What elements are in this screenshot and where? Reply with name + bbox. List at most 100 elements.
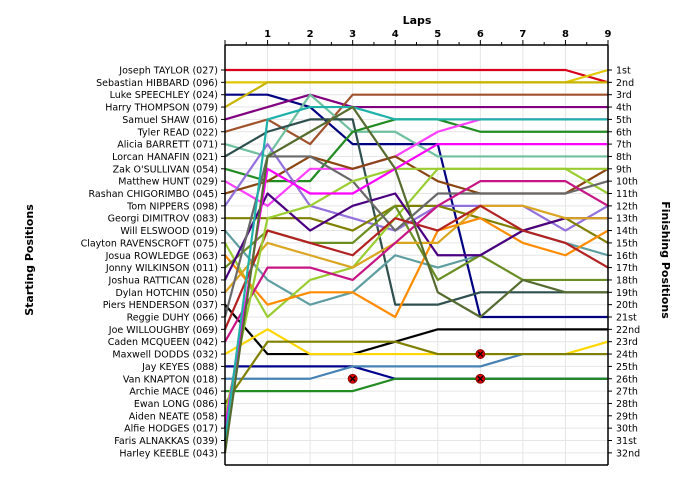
retirement-markers: [347, 349, 486, 384]
finishing-position-label: 5th: [616, 115, 632, 126]
finishing-position-label: 8th: [616, 152, 632, 163]
starting-position-label: Maxwell DODDS (032): [112, 350, 218, 361]
driver-position-line: [225, 68, 609, 84]
starting-position-label: Matthew HUNT (029): [118, 177, 218, 188]
finishing-position-label: 10th: [616, 177, 638, 188]
starting-position-label: Joe WILLOUGHBY (069): [108, 325, 218, 336]
lap-tick-label: 7: [519, 29, 526, 40]
driver-position-line: [225, 365, 608, 380]
starting-position-label: Aiden NEATE (058): [129, 411, 218, 422]
lap-tick-label: 1: [264, 29, 271, 40]
starting-position-label: Ewan LONG (086): [134, 399, 218, 410]
starting-position-label: Alicia BARRETT (071): [117, 140, 218, 151]
retirement-marker-cross: [477, 375, 484, 382]
starting-position-label: Archie MACE (046): [129, 387, 218, 398]
finishing-position-label: 27th: [616, 387, 638, 398]
finishing-position-label: 24th: [616, 350, 638, 361]
starting-position-label: Luke SPEECHLEY (024): [110, 90, 218, 101]
finishing-position-label: 4th: [616, 103, 632, 114]
finishing-position-label: 1st: [616, 66, 631, 77]
driver-position-line: [224, 204, 608, 294]
finishing-position-label: 21st: [616, 313, 637, 324]
starting-position-label: Piers HENDERSON (037): [103, 300, 218, 311]
starting-position-label: Tom NIPPERS (098): [126, 201, 218, 212]
driver-position-line: [224, 118, 608, 306]
driver-position-line: [223, 105, 608, 454]
starting-position-label: Van KNAPTON (018): [123, 374, 218, 385]
chart-title: Laps: [403, 14, 432, 27]
finishing-position-label: 20th: [616, 300, 638, 311]
finishing-position-label: 16th: [616, 251, 638, 262]
starting-position-label: Reggie DUHY (066): [127, 313, 218, 324]
finishing-position-label: 29th: [616, 411, 638, 422]
lap-tick-label: 2: [307, 29, 314, 40]
starting-position-label: Faris ALNAKKAS (039): [114, 436, 218, 447]
finishing-position-label: 30th: [616, 424, 638, 435]
finishing-position-label: 14th: [616, 226, 638, 237]
starting-position-label: Lorcan HANAFIN (021): [112, 152, 218, 163]
driver-position-line: [223, 105, 608, 441]
driver-position-line: [223, 155, 609, 318]
finishing-position-label: 23rd: [616, 337, 638, 348]
starting-position-label: Samuel SHAW (016): [122, 115, 218, 126]
driver-position-line: [223, 167, 608, 417]
driver-position-line: [225, 68, 609, 84]
finishing-position-label: 32nd: [616, 448, 640, 459]
starting-position-label: Caden MCQUEEN (042): [108, 337, 218, 348]
starting-position-label: Josua ROWLEDGE (063): [105, 251, 218, 262]
driver-position-line: [224, 303, 608, 356]
starting-position-label: Joseph TAYLOR (027): [118, 66, 218, 77]
finishing-position-label: 6th: [616, 127, 632, 138]
driver-position-line: [224, 155, 609, 195]
driver-position-line: [224, 93, 608, 146]
finishing-position-label: 22nd: [616, 325, 640, 336]
finishing-position-label: 26th: [616, 374, 638, 385]
starting-position-label: Tyler READ (022): [137, 127, 218, 138]
finishing-position-label: 2nd: [616, 78, 634, 89]
driver-position-line: [224, 217, 609, 319]
starting-position-label: Alfie HODGES (017): [124, 424, 218, 435]
finishing-position-label: 31st: [616, 436, 637, 447]
starting-position-label: Zak O'SULLIVAN (054): [113, 164, 218, 175]
starting-position-label: Jonny WILKINSON (011): [105, 263, 218, 274]
driver-position-line: [225, 377, 608, 393]
right-axis-title: Finishing Positions: [659, 201, 672, 319]
driver-position-line: [224, 340, 608, 405]
starting-position-label: Rashan CHIGORIMBO (045): [89, 189, 218, 200]
starting-position-label: Dylan HOTCHIN (050): [115, 288, 218, 299]
finishing-position-label: 13th: [616, 214, 638, 225]
finishing-position-label: 17th: [616, 263, 638, 274]
driver-position-line: [224, 93, 608, 121]
finishing-position-label: 25th: [616, 362, 638, 373]
finishing-position-label: 12th: [616, 201, 638, 212]
finishing-position-label: 11th: [616, 189, 638, 200]
lap-tick-label: 5: [434, 29, 441, 40]
finishing-position-label: 7th: [616, 140, 632, 151]
left-axis-title: Starting Positions: [23, 204, 36, 316]
driver-position-line: [224, 143, 609, 232]
retirement-marker-cross: [477, 351, 484, 358]
starting-position-label: Harley KEEBLE (043): [119, 448, 218, 459]
starting-position-label: Joshua RATTICAN (028): [108, 275, 218, 286]
finishing-position-label: 3rd: [616, 90, 632, 101]
retirement-marker: [475, 349, 486, 359]
starting-position-label: Harry THOMPSON (079): [105, 103, 218, 114]
labels-layer: 1 2 3 4 5 6 7 8 9 Joseph TAYLOR (027)Sebastian HI…: [81, 29, 641, 459]
starting-position-label: Will ELSWOOD (019): [120, 226, 218, 237]
retirement-marker-cross: [349, 375, 356, 382]
axes-layer: [221, 40, 612, 466]
driver-position-line: [223, 143, 608, 429]
lap-tick-label: 4: [392, 29, 399, 40]
starting-position-label: Jay KEYES (088): [141, 362, 218, 373]
retirement-marker: [475, 373, 486, 384]
driver-position-line: [224, 180, 609, 343]
finishing-position-label: 15th: [616, 238, 638, 249]
driver-position-line: [224, 81, 608, 109]
lap-tick-label: 8: [562, 29, 569, 40]
finishing-position-label: 19th: [616, 288, 638, 299]
retirement-marker: [347, 373, 358, 384]
lap-tick-label: 9: [605, 29, 612, 40]
lap-tick-label: 6: [477, 29, 484, 40]
series-layer: [223, 68, 609, 454]
